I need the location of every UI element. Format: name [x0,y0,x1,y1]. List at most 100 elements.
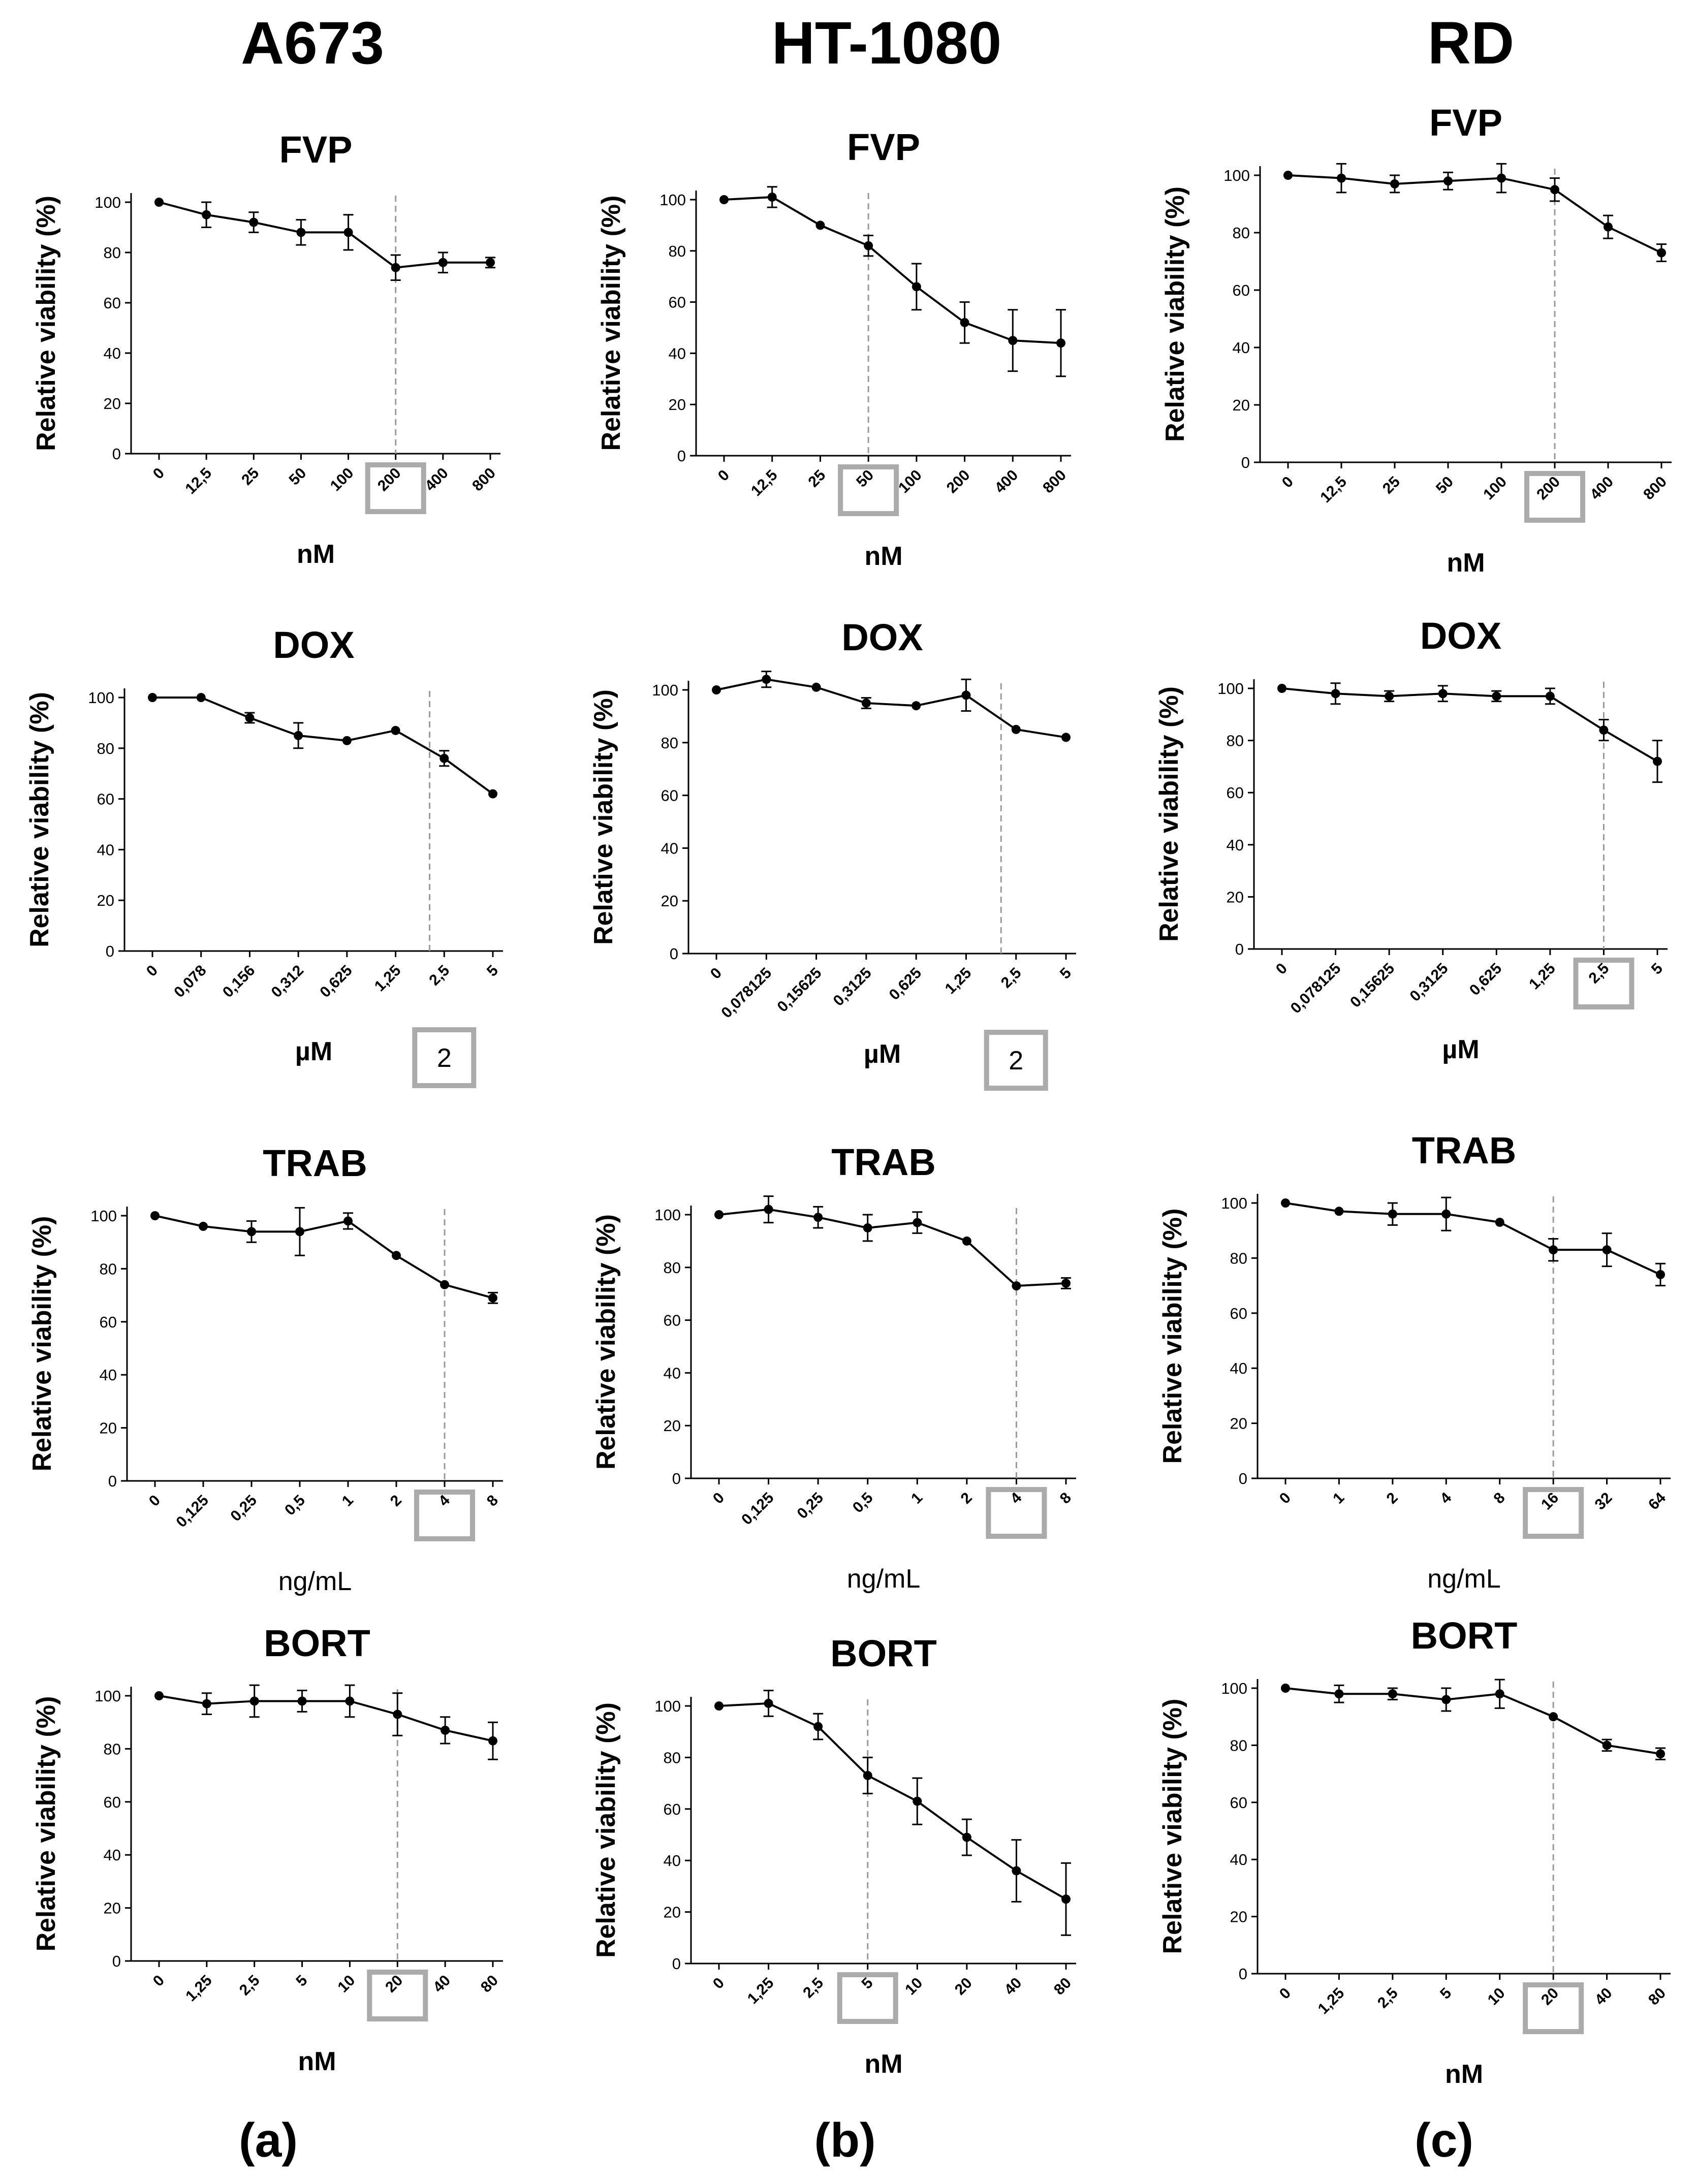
chart-title: BORT [1411,1615,1518,1657]
highlight-box [412,1027,477,1088]
y-tick-label: 80 [661,734,678,752]
data-point [1283,171,1293,180]
y-tick-label: 100 [88,689,114,707]
y-axis-label: Relative viability (%) [589,689,618,945]
y-tick-label: 60 [1233,281,1250,299]
chart-title: BORT [264,1622,370,1664]
y-tick-label: 60 [100,1313,117,1331]
chart-title: TRAB [263,1142,367,1184]
y-tick-label: 80 [1230,1249,1247,1267]
data-point [202,210,211,219]
chart-title: TRAB [1412,1129,1517,1172]
data-point [861,698,871,708]
data-point [1653,756,1662,766]
y-tick-label: 80 [97,740,114,757]
y-tick-label: 80 [1227,732,1244,750]
highlight-box [984,1030,1048,1091]
data-point [343,228,353,237]
y-tick-label: 60 [664,1312,681,1330]
series-line [159,1695,493,1742]
data-point [913,1218,922,1227]
data-point [393,1710,402,1719]
y-tick-label: 100 [90,1207,117,1225]
series-line [154,1215,493,1299]
y-tick-label: 80 [664,1749,681,1766]
y-tick-label: 100 [1221,1680,1247,1697]
data-point [1549,1245,1558,1255]
data-point [1604,222,1613,232]
data-point [1334,1207,1344,1216]
y-tick-label: 20 [104,395,121,413]
data-point [1334,1689,1344,1699]
y-tick-label: 0 [1241,454,1250,471]
chart-title: DOX [1420,615,1501,657]
data-point [913,1796,922,1806]
data-point [154,198,164,207]
y-tick-label: 0 [1239,1965,1247,1983]
series-line [1287,174,1662,254]
data-point [1281,1684,1290,1693]
y-axis-label: Relative viability (%) [32,196,61,451]
highlight-box [838,464,899,516]
y-tick-label: 0 [1239,1470,1247,1487]
y-tick-label: 40 [1230,1359,1247,1377]
data-point [864,241,873,250]
x-axis-label: nM [1445,2060,1483,2089]
data-point [247,1227,256,1237]
data-point [1388,1689,1397,1699]
y-tick-label: 20 [1230,1415,1247,1433]
y-tick-label: 100 [652,681,678,699]
x-axis-label: nM [864,542,902,571]
y-axis-label: Relative viability (%) [27,1216,57,1472]
chart-title: BORT [830,1632,937,1674]
data-point [295,1227,304,1237]
y-tick-label: 60 [104,1793,121,1811]
y-tick-label: 0 [106,942,114,960]
y-tick-label: 20 [669,396,686,414]
data-point [863,1770,872,1780]
chart-title: FVP [847,126,920,168]
y-axis-label: Relative viability (%) [1158,1699,1187,1954]
y-tick-label: 40 [104,1846,121,1864]
y-tick-label: 80 [1233,224,1250,242]
data-point [343,1216,353,1226]
data-point [1602,1245,1612,1255]
y-tick-label: 40 [669,344,686,362]
series-line [152,697,494,795]
data-point [1549,1712,1558,1722]
data-point [813,1722,823,1731]
highlight-box [367,1970,428,2021]
data-point [342,736,352,745]
y-tick-label: 0 [112,445,121,463]
y-tick-label: 40 [664,1364,681,1382]
y-tick-label: 60 [661,787,678,805]
y-tick-label: 40 [1233,339,1250,357]
data-point [488,1293,497,1303]
data-point [1331,689,1340,699]
data-point [1012,1866,1021,1876]
data-point [1008,336,1018,345]
data-point [1656,1270,1665,1279]
chart-title: TRAB [831,1141,936,1183]
data-point [764,1205,773,1214]
y-axis-label: Relative viability (%) [1158,1209,1187,1464]
y-tick-label: 0 [112,1952,121,1970]
y-axis-label: Relative viability (%) [1154,686,1184,942]
y-axis-label: Relative viability (%) [1160,186,1190,442]
y-tick-label: 80 [104,244,121,262]
data-point [392,1251,401,1260]
y-tick-label: 40 [1227,836,1244,854]
y-tick-label: 60 [1227,784,1244,802]
x-axis-label: nM [1447,548,1485,578]
data-point [249,217,259,227]
y-tick-label: 100 [654,1697,681,1715]
y-tick-label: 60 [669,294,686,311]
data-point [1390,179,1399,188]
data-point [1441,1695,1451,1704]
y-tick-label: 80 [669,242,686,260]
data-point [714,1210,724,1219]
data-point [767,192,777,202]
series-line [1285,1202,1661,1276]
